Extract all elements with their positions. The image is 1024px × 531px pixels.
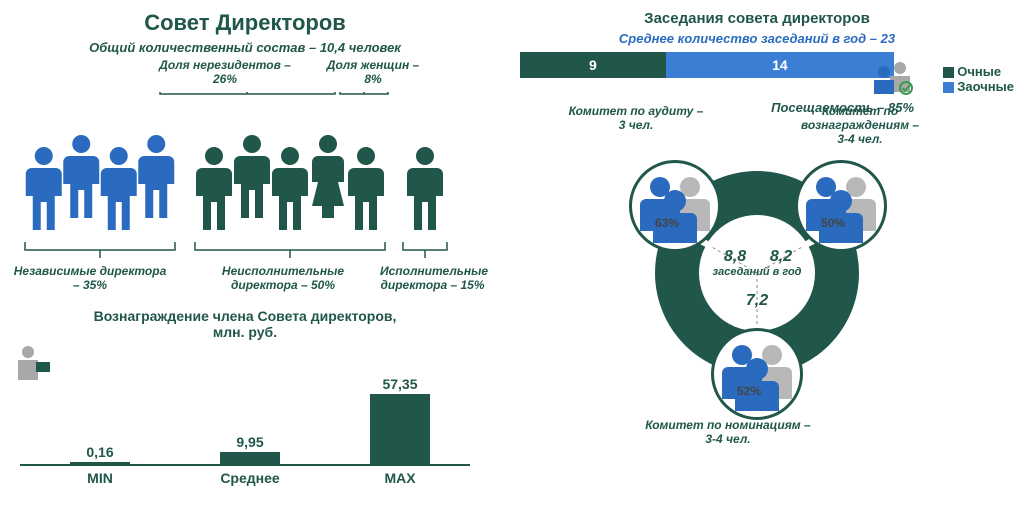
meetings-panel: Заседания совета директоров Среднее коли…: [490, 0, 1024, 531]
center-num-0: 8,8: [715, 248, 755, 266]
ann-nonresidents: Доля нерезидентов – 26%: [150, 58, 300, 86]
group-label-0: Независимые директора – 35%: [10, 264, 170, 292]
committee-pct-1: 50%: [821, 216, 845, 230]
committee-label-1: Комитет по вознаграждениям – 3-4 чел.: [775, 104, 945, 146]
center-num-1: 8,2: [761, 248, 801, 266]
remun-bar-1: [220, 452, 280, 466]
remun-col-0: 0,16 MIN: [40, 376, 160, 466]
meetings-subtitle: Среднее количество заседаний в год – 23: [490, 31, 1024, 46]
remun-col-2: 57,35 MAX: [340, 376, 460, 466]
meetings-people-icon: [870, 60, 914, 96]
remun-col-1: 9,95 Среднее: [190, 376, 310, 466]
remun-chart: 0,16 MIN 9,95 Среднее 57,35 MAX: [20, 378, 470, 488]
people-pictogram: [10, 92, 480, 282]
remun-cat-0: MIN: [40, 470, 160, 486]
remun-cat-1: Среднее: [190, 470, 310, 486]
remun-title: Вознаграждение члена Совета директоров, …: [0, 308, 490, 340]
meetings-title: Заседания совета директоров: [490, 10, 1024, 27]
legend-item-1: Заочные: [943, 79, 1014, 94]
remun-val-1: 9,95: [190, 434, 310, 450]
committee-bubble-2: [711, 328, 803, 420]
remun-bar-0: [70, 462, 130, 466]
committee-pct-2: 52%: [737, 384, 761, 398]
committee-label-2: Комитет по номинациям – 3-4 чел.: [643, 418, 813, 446]
committee-pct-0: 63%: [655, 216, 679, 230]
meetings-legend: ОчныеЗаочные: [943, 64, 1014, 94]
board-title: Совет Директоров: [0, 10, 490, 36]
group-label-2: Исполнительные директора – 15%: [380, 264, 485, 292]
center-num-2: 7,2: [737, 292, 777, 310]
board-subtitle: Общий количественный состав – 10,4 челов…: [0, 40, 490, 55]
board-panel: Совет Директоров Общий количественный со…: [0, 0, 490, 531]
ann-women: Доля женщин – 8%: [318, 58, 428, 86]
remun-bar-2: [370, 394, 430, 466]
group-label-1: Неисполнительные директора – 50%: [188, 264, 378, 292]
meet-seg-1: 14: [666, 52, 894, 78]
committee-bubble-1: [795, 160, 887, 252]
meetings-bar: 914: [520, 52, 894, 78]
committee-bubble-0: [629, 160, 721, 252]
center-label: заседаний в год: [712, 266, 802, 278]
remun-cat-2: MAX: [340, 470, 460, 486]
remun-val-2: 57,35: [340, 376, 460, 392]
remun-val-0: 0,16: [40, 444, 160, 460]
meet-seg-0: 9: [520, 52, 666, 78]
legend-item-0: Очные: [943, 64, 1014, 79]
committee-label-0: Комитет по аудиту – 3 чел.: [551, 104, 721, 132]
committees-donut: 8,8 8,2 заседаний в год 7,2 63% Комитет …: [577, 108, 937, 408]
